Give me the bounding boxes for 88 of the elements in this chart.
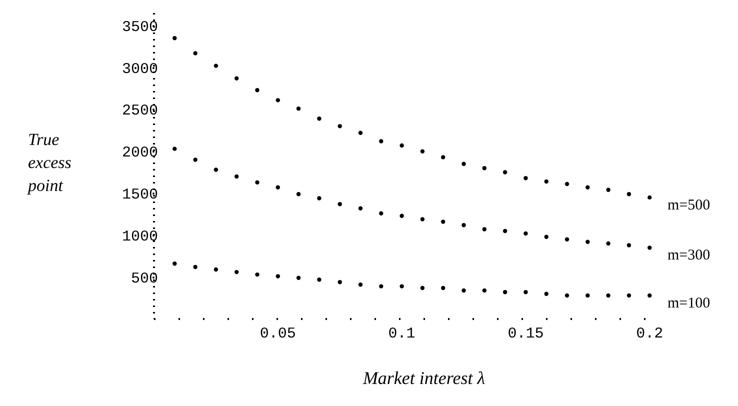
point [440,155,446,160]
point [544,179,548,184]
point [606,293,610,298]
point [420,217,425,222]
point [317,277,322,282]
point [502,290,508,294]
point [296,276,301,280]
point [564,293,570,298]
point [462,162,466,166]
point [482,227,487,232]
y-tick-label: 3000 [122,60,158,78]
point [420,149,425,154]
point [482,288,487,293]
point [338,280,342,284]
y-tick-label: 2000 [122,144,158,162]
point [276,98,280,102]
point [358,206,363,210]
point [524,176,528,180]
point [564,182,570,186]
point [524,290,528,294]
point [400,284,404,288]
point [338,202,342,206]
point [379,284,384,288]
point [214,64,218,68]
point [502,170,508,174]
point [544,234,548,239]
point [255,180,260,184]
point [193,158,198,162]
point [648,293,652,298]
point [379,211,384,216]
point [358,282,363,287]
x-tick-label: 0.1 [388,326,416,343]
point [586,293,590,298]
point [626,192,632,196]
point [296,192,301,196]
point [502,228,508,234]
point [420,286,425,290]
point [440,286,446,290]
x-tick-label: 0.15 [508,326,544,343]
point [626,293,632,298]
y-tick-label: 500 [130,270,158,288]
point [317,116,322,121]
y-tick-label: 1500 [122,186,158,204]
point [255,272,260,277]
point [296,106,301,111]
x-tick-label: 0.2 [636,326,664,343]
point [255,88,260,92]
point [400,143,404,148]
series-label: m=300 [668,248,710,264]
point [358,130,363,135]
y-tick-label: 2500 [122,102,158,120]
y-tick-label: 1000 [122,228,158,246]
point [648,195,652,200]
point [400,214,404,218]
x-axis-title: Market interest λ [362,368,486,389]
point [462,222,466,228]
point [586,185,590,190]
point [564,237,570,242]
point [482,166,487,170]
series-label: m=100 [668,295,710,312]
y-tick-label: 3500 [122,18,158,36]
point [234,174,239,179]
point [214,168,218,172]
point [172,36,177,40]
point [193,51,198,56]
point [234,76,239,80]
point [276,185,280,190]
point [440,220,446,224]
x-tick-label: 0.05 [260,326,296,343]
point [524,231,528,236]
point [606,188,610,192]
point [379,139,384,144]
point [193,264,198,270]
point [626,243,632,248]
point [462,288,466,293]
point [317,196,322,200]
point [586,240,590,244]
point [172,262,177,266]
y-axis-title: True excess point [28,129,72,197]
point [214,267,218,272]
point [172,146,177,151]
point [234,270,239,274]
series-label: m=500 [668,197,710,214]
point [276,274,280,278]
point [648,246,652,250]
point [338,124,342,128]
point [606,241,610,246]
point [544,292,548,296]
